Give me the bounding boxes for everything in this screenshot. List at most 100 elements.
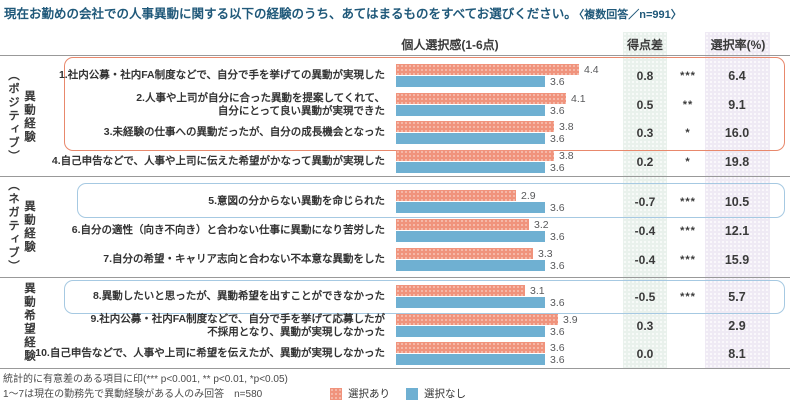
selection-rate: 6.4: [728, 68, 746, 83]
bottom-divider: [0, 368, 790, 369]
group-divider-2: [0, 277, 790, 278]
score-diff-column-band: [623, 32, 667, 368]
bar-value-selected: 3.9: [563, 313, 578, 326]
significance-stars: ***: [680, 290, 696, 303]
item-label: 1.社内公募・社内FA制度などで、自分で手を挙げての異動が実現した: [40, 64, 385, 87]
table-row-8: 8.異動したいと思ったが、異動希望を出すことができなかった 3.1 3.6 -0…: [0, 284, 790, 309]
bar-value-selected: 4.1: [571, 92, 586, 105]
bar-group: 3.1 3.6: [396, 284, 565, 309]
table-row-4: 4.自己申告などで、人事や上司に伝えた希望がかなって異動が実現した 3.8 3.…: [0, 149, 790, 174]
table-row-10: 10.自己申告などで、人事や上司に希望を伝えたが、異動が実現しなかった 3.6 …: [0, 342, 790, 366]
score-diff: -0.4: [634, 223, 656, 238]
selection-rate: 5.7: [728, 289, 746, 304]
selection-rate: 12.1: [724, 223, 750, 238]
item-label: 6.自分の適性（向き不向き）と合わない仕事に異動になり苦労した: [40, 219, 385, 242]
item-label: 3.未経験の仕事への異動だったが、自分の成長機会となった: [40, 121, 385, 144]
bar-not-selected: [396, 297, 545, 308]
score-diff: 0.3: [636, 125, 654, 140]
table-row-3: 3.未経験の仕事への異動だったが、自分の成長機会となった 3.8 3.6 0.3…: [0, 121, 790, 145]
bar-selected: [396, 248, 533, 259]
footnote-sample: 1～7は現在の勤務先で異動経験がある人のみ回答 n=580: [3, 389, 263, 400]
item-label-text: 5.意図の分からない異動を命じられた: [208, 195, 385, 207]
item-label-text: 6.自分の適性（向き不向き）と合わない仕事に異動になり苦労した: [71, 224, 385, 236]
item-label: 2.人事や上司が自分に合った異動を提案してくれて、 自分にとって良い異動が実現で…: [40, 91, 385, 117]
bar-not-selected: [396, 354, 545, 365]
bar-selected: [396, 64, 579, 75]
item-label-text: 2.人事や上司が自分に合った異動を提案してくれて、: [136, 91, 385, 104]
item-label: 4.自己申告などで、人事や上司に伝えた希望がかなって異動が実現した: [40, 150, 385, 173]
group-qualifier: （ネガティブ）: [7, 179, 19, 274]
bar-group: 3.9 3.6: [396, 313, 578, 338]
group-name: 異動経験: [23, 199, 35, 254]
bar-value-selected: 2.9: [521, 189, 536, 202]
footnote-significance: 統計的に有意差のある項目に印(*** p<0.001, ** p<0.01, *…: [3, 374, 288, 385]
table-row-1: 1.社内公募・社内FA制度などで、自分で手を挙げての異動が実現した 4.4 3.…: [0, 64, 790, 88]
significance-stars: [671, 314, 705, 337]
bar-value-not-selected: 3.6: [550, 104, 565, 117]
bar-value-not-selected: 3.6: [550, 230, 565, 243]
bar-value-not-selected: 3.6: [550, 201, 565, 214]
group-label-positive: 異動経験 （ポジティブ）: [3, 57, 37, 176]
bar-not-selected: [396, 231, 545, 242]
bar-selected: [396, 314, 558, 325]
bar-not-selected: [396, 260, 545, 271]
group-qualifier: （ポジティブ）: [7, 69, 19, 164]
selection-rate: 16.0: [724, 125, 750, 140]
bar-group: 3.2 3.6: [396, 218, 565, 243]
bar-value-not-selected: 3.6: [550, 161, 565, 174]
bar-value-selected: 3.3: [538, 247, 553, 260]
selection-rate: 10.5: [724, 194, 750, 209]
bar-selected: [396, 219, 529, 230]
bar-value-not-selected: 3.6: [550, 132, 565, 145]
bar-value-not-selected: 3.6: [550, 325, 565, 338]
legend-swatch-not-selected: [406, 387, 418, 400]
bar-value-selected: 3.2: [534, 218, 549, 231]
group-name: 異動経験: [23, 89, 35, 144]
item-label-text-line2: 自分にとって良い異動が実現できた: [217, 104, 385, 117]
selection-rate: 15.9: [724, 252, 750, 267]
column-header-score: 個人選択感(1-6点): [401, 38, 499, 52]
item-label-text: 3.未経験の仕事への異動だったが、自分の成長機会となった: [103, 126, 385, 138]
header-divider: [0, 55, 790, 56]
legend-swatch-selected: [330, 387, 342, 400]
bar-value-not-selected: 3.6: [550, 353, 565, 366]
bar-group: 4.1 3.6: [396, 92, 586, 117]
score-diff: -0.4: [634, 252, 656, 267]
bar-not-selected: [396, 202, 545, 213]
bar-value-selected: 3.8: [559, 149, 574, 162]
column-header-diff: 得点差: [626, 38, 663, 52]
significance-stars: ***: [680, 195, 696, 208]
selection-rate: 2.9: [728, 318, 746, 333]
legend-label-selected: 選択あり: [348, 388, 390, 400]
score-diff: -0.5: [634, 289, 656, 304]
item-label-text-line2: 不採用となり、異動が実現しなかった: [207, 325, 385, 338]
legend-label-not-selected: 選択なし: [424, 388, 466, 400]
selection-rate: 19.8: [724, 154, 750, 169]
significance-stars: *: [685, 155, 691, 168]
bar-not-selected: [396, 76, 545, 87]
table-row-6: 6.自分の適性（向き不向き）と合わない仕事に異動になり苦労した 3.2 3.6 …: [0, 218, 790, 243]
bar-group: 3.6 3.6: [396, 342, 565, 366]
item-label: 10.自己申告などで、人事や上司に希望を伝えたが、異動が実現しなかった: [35, 342, 385, 365]
score-diff: 0.5: [636, 97, 654, 112]
bar-value-selected: 3.1: [530, 284, 545, 297]
group-label-wish: 異動希望経験: [3, 277, 37, 368]
bar-value-not-selected: 3.6: [550, 75, 565, 88]
bar-value-not-selected: 3.6: [550, 259, 565, 272]
bar-selected: [396, 342, 545, 353]
title-text: 現在お勤めの会社での人事異動に関する以下の経験のうち、あてはまるものをすべてお選…: [4, 7, 577, 21]
item-label-text: 1.社内公募・社内FA制度などで、自分で手を挙げての異動が実現した: [58, 69, 385, 81]
bar-group: 3.8 3.6: [396, 121, 574, 145]
bar-selected: [396, 121, 554, 132]
bar-selected: [396, 285, 525, 296]
score-diff: 0.3: [636, 318, 654, 333]
bar-value-not-selected: 3.6: [550, 296, 565, 309]
item-label-text: 9.社内公募・社内FA制度などで、自分で手を挙げて応募したが: [90, 312, 385, 325]
title-note: 〈複数回答／n=991〉: [578, 9, 682, 21]
bar-not-selected: [396, 162, 545, 173]
bar-not-selected: [396, 105, 545, 116]
significance-stars: ***: [680, 224, 696, 237]
bar-group: 3.8 3.6: [396, 149, 574, 174]
selection-rate-column-band: [705, 32, 770, 368]
